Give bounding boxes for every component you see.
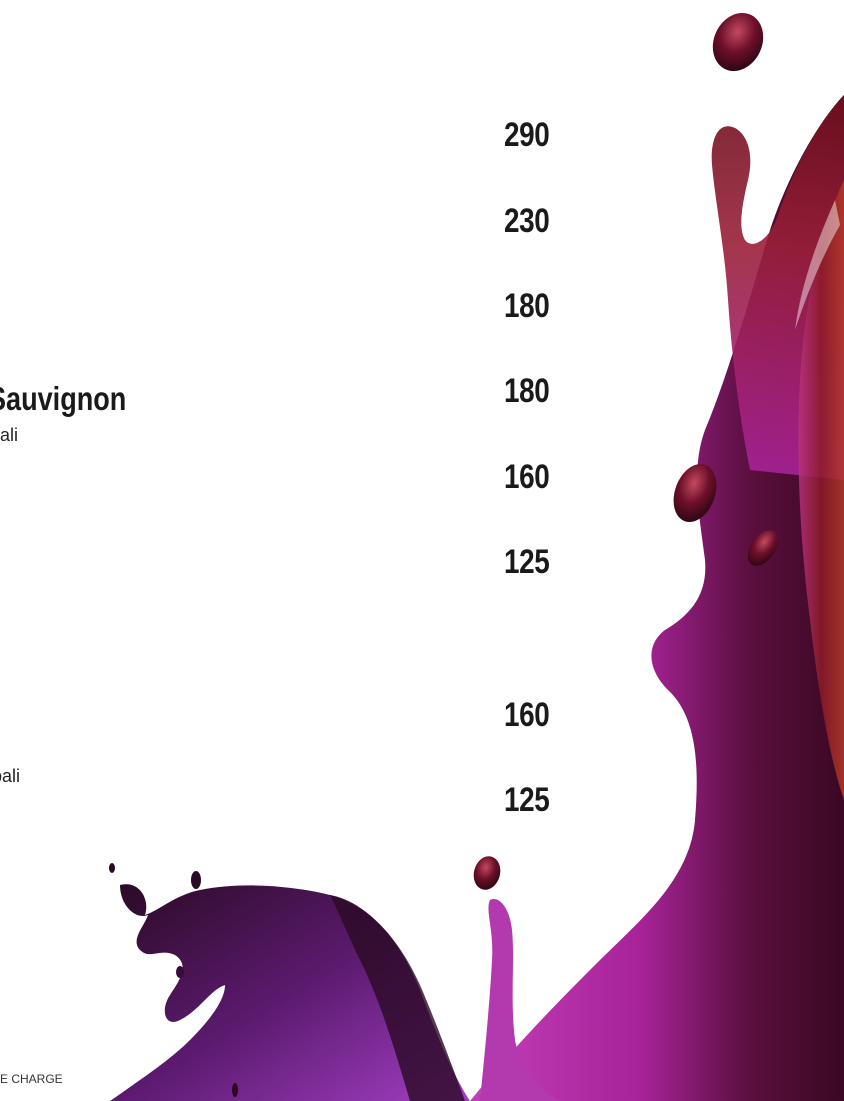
- price-4: 180: [504, 372, 550, 410]
- wine-name: Sauvignon: [0, 380, 127, 417]
- price-7: 160: [504, 696, 550, 734]
- wine-subtitle-1: ali: [0, 425, 19, 445]
- price-2: 230: [504, 202, 550, 240]
- price-3: 180: [504, 287, 550, 325]
- footer-note: E CHARGE: [0, 1072, 63, 1086]
- price-1: 290: [504, 116, 550, 154]
- wine-subtitle-2: bali: [0, 766, 21, 786]
- price-8: 125: [504, 781, 550, 819]
- price-6: 125: [504, 543, 550, 581]
- price-5: 160: [504, 458, 550, 496]
